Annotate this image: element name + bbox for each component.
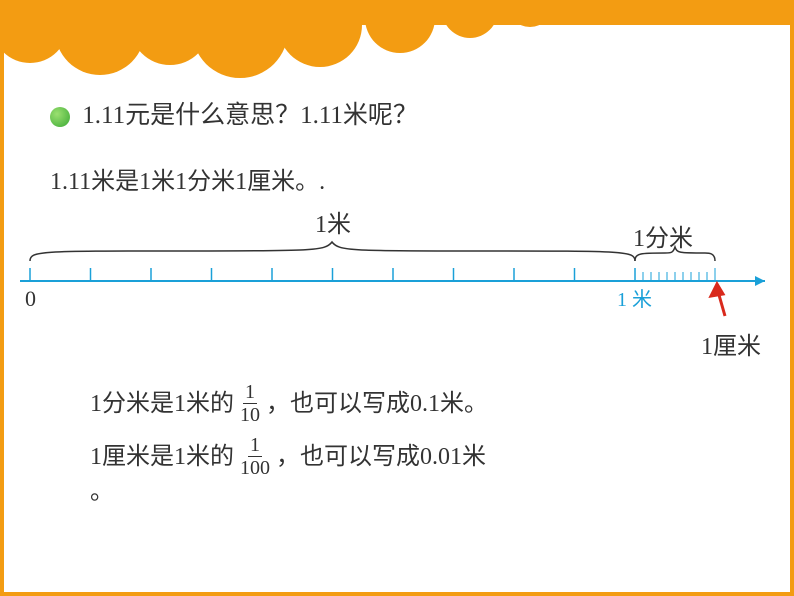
fraction-1-100: 1 100 (240, 435, 270, 478)
question-text: 1.11元是什么意思？1.11米呢？ (82, 102, 418, 129)
bullet-icon (50, 107, 70, 127)
centimeter-label: 1厘米 (701, 326, 761, 361)
stmt1-prefix: 1分米是1米的 (90, 384, 234, 424)
meter-label: 1米 (315, 204, 351, 239)
stmt1-suffix: ，也可以写成0.1米。 (266, 384, 488, 424)
centimeter-arrow-icon (711, 284, 725, 316)
stmt2-prefix: 1厘米是1米的 (90, 437, 234, 477)
answer-text: 1.11米是1米1分米1厘米。. (50, 169, 325, 195)
axis-zero-label: 0 (25, 286, 36, 311)
statement-2-trail: 。 (90, 472, 764, 512)
answer-line: 1.11米是1米1分米1厘米。. (50, 161, 764, 196)
question-line: 1.11元是什么意思？1.11米呢？ (50, 95, 764, 131)
slide-content: 1.11元是什么意思？1.11米呢？ 1.11米是1米1分米1厘米。. 1米 1… (30, 95, 764, 512)
statement-1: 1分米是1米的 1 10 ，也可以写成0.1米。 (90, 382, 764, 425)
stmt2-suffix: ，也可以写成0.01米 (276, 437, 486, 477)
number-line-diagram: 1米 1分米 0 1 米 1厘米 (15, 216, 765, 376)
decorative-cloud-header (0, 0, 794, 90)
fraction-1-10: 1 10 (240, 382, 260, 425)
axis-one-label: 1 米 (617, 288, 652, 311)
decimeter-label: 1分米 (633, 218, 693, 253)
